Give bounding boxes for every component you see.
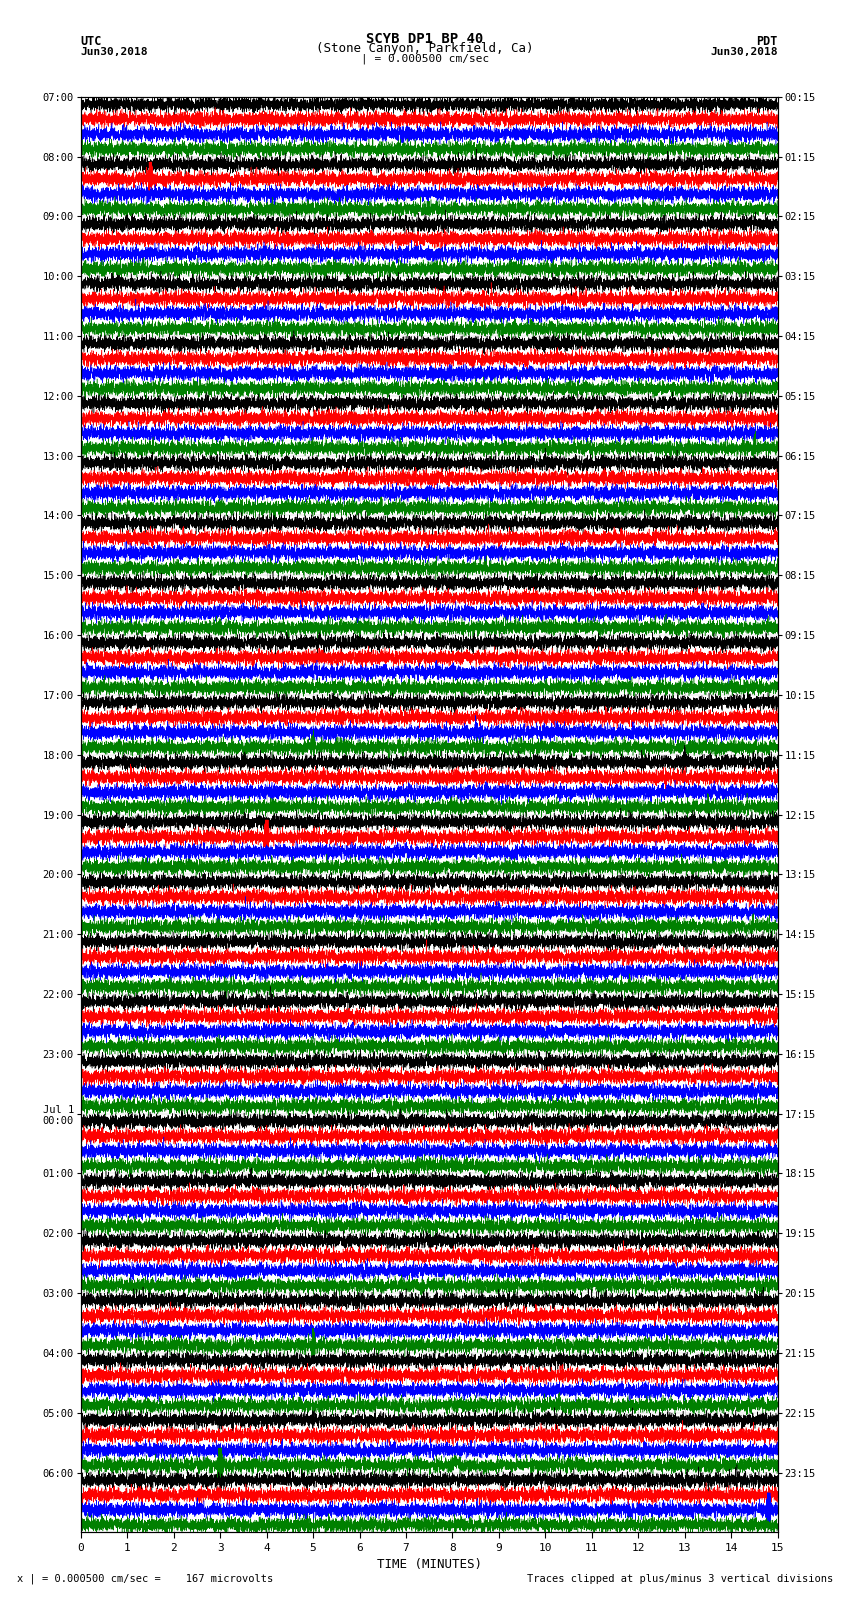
Text: SCYB DP1 BP 40: SCYB DP1 BP 40 bbox=[366, 32, 484, 47]
Text: Jun30,2018: Jun30,2018 bbox=[81, 47, 148, 56]
Text: Traces clipped at plus/minus 3 vertical divisions: Traces clipped at plus/minus 3 vertical … bbox=[527, 1574, 833, 1584]
Text: | = 0.000500 cm/sec: | = 0.000500 cm/sec bbox=[361, 53, 489, 65]
Text: Jun30,2018: Jun30,2018 bbox=[711, 47, 778, 56]
Text: UTC: UTC bbox=[81, 35, 102, 48]
Text: (Stone Canyon, Parkfield, Ca): (Stone Canyon, Parkfield, Ca) bbox=[316, 42, 534, 55]
Text: PDT: PDT bbox=[756, 35, 778, 48]
X-axis label: TIME (MINUTES): TIME (MINUTES) bbox=[377, 1558, 482, 1571]
Text: x | = 0.000500 cm/sec =    167 microvolts: x | = 0.000500 cm/sec = 167 microvolts bbox=[17, 1573, 273, 1584]
